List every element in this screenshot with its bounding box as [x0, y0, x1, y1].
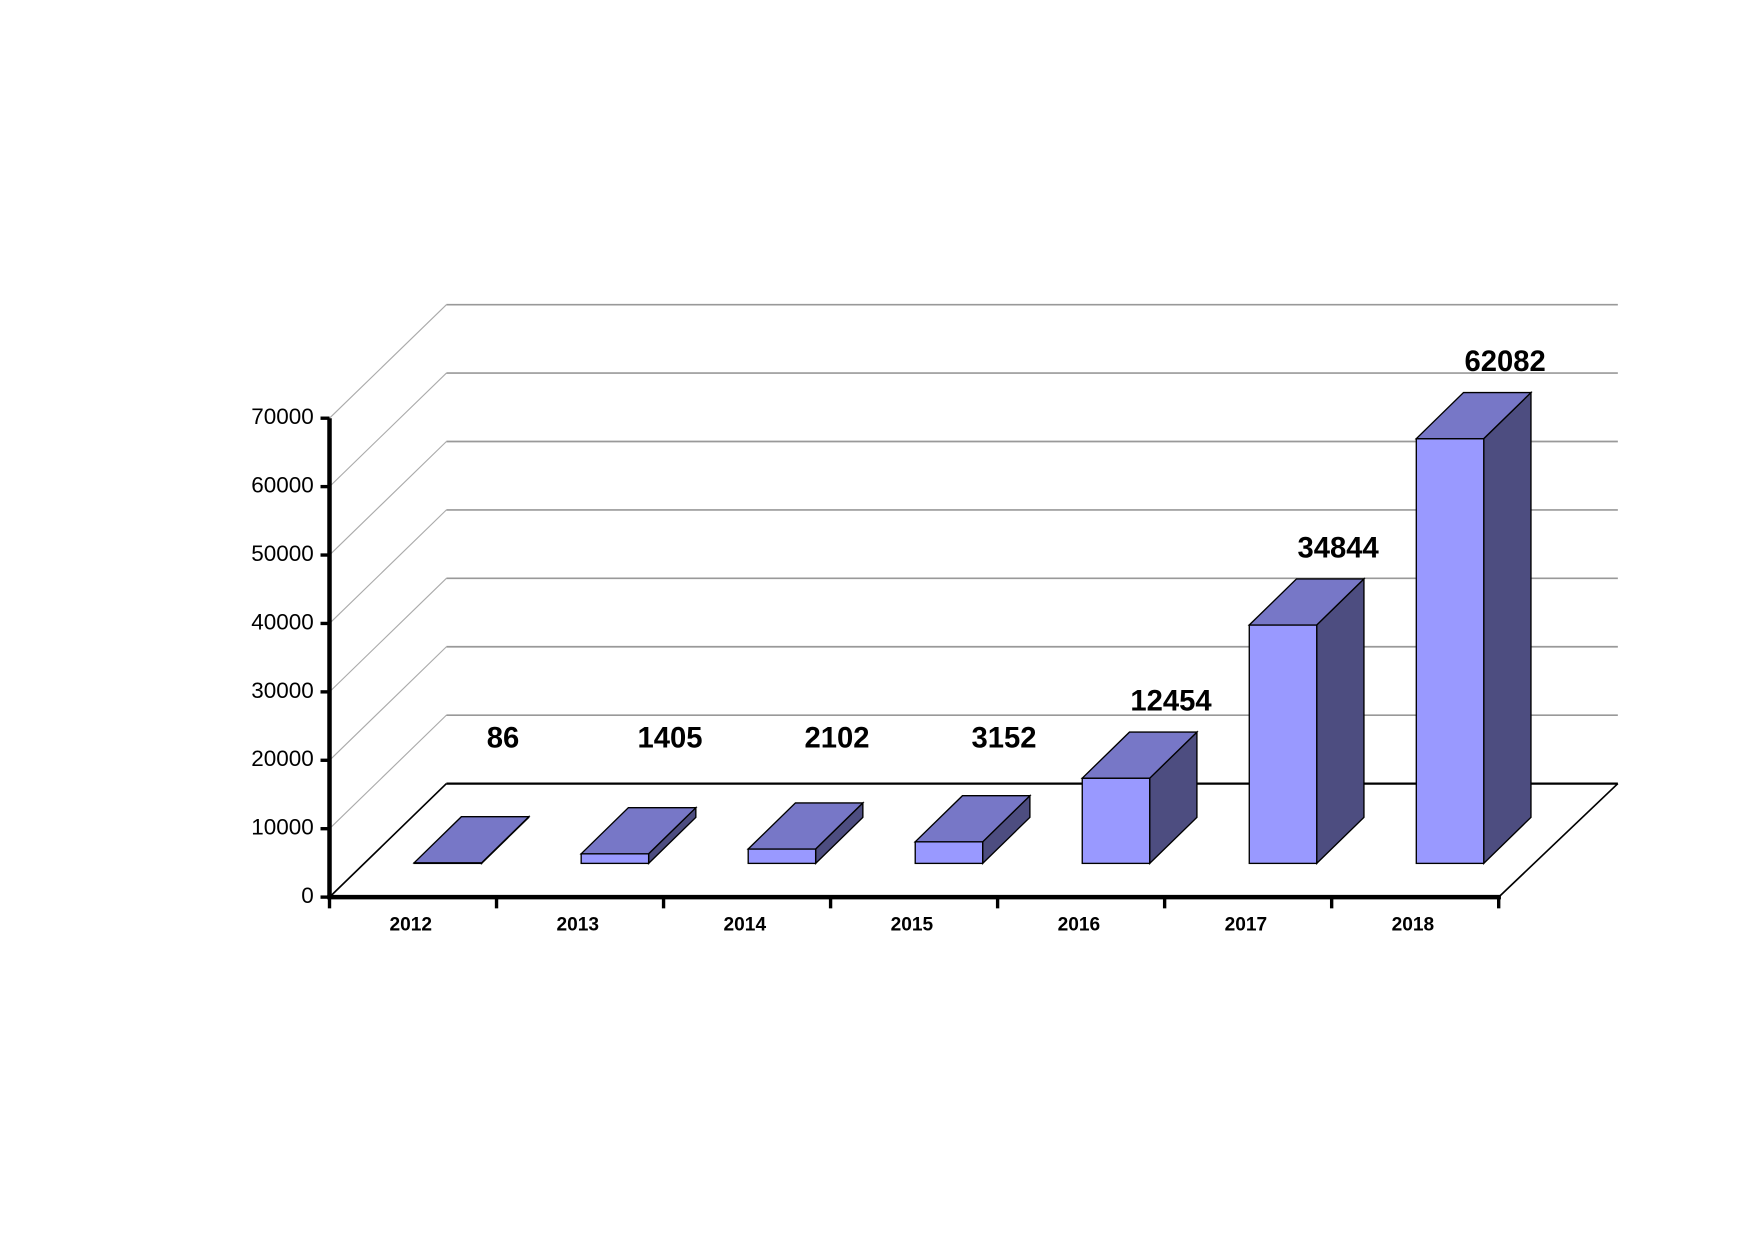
bar-group	[579, 806, 698, 865]
bar-side	[1316, 577, 1365, 865]
bar	[1415, 437, 1485, 865]
x-tick-label: 2013	[557, 914, 600, 935]
value-label: 62082	[1464, 346, 1545, 378]
bar-group	[913, 794, 1032, 865]
x-tick-label: 2014	[724, 914, 767, 935]
grid-line	[329, 714, 447, 830]
value-label: 2102	[805, 722, 870, 754]
y-tick-label: 60000	[251, 473, 313, 498]
y-tick-label: 10000	[251, 815, 313, 840]
bar	[580, 853, 650, 865]
floor-right-edge	[1498, 782, 1619, 898]
bar-top	[1414, 391, 1533, 440]
value-label: 3152	[972, 722, 1037, 754]
y-tick-label: 20000	[251, 746, 313, 771]
bar	[1081, 777, 1151, 865]
grid-line	[329, 509, 447, 624]
y-tick-label: 40000	[251, 609, 313, 634]
bar	[1248, 624, 1318, 865]
x-tick-label: 2017	[1225, 914, 1268, 935]
bar-top	[1080, 731, 1199, 779]
bar-group	[746, 801, 865, 865]
x-tick-label: 2018	[1392, 914, 1435, 935]
grid-line	[329, 441, 447, 556]
bar-top	[913, 795, 1032, 843]
floor-left-edge	[328, 782, 448, 898]
grid-line	[329, 372, 447, 488]
y-tick-label: 50000	[251, 541, 313, 566]
x-tick-label: 2012	[390, 914, 433, 935]
value-label: 34844	[1297, 532, 1379, 564]
value-label: 86	[487, 722, 520, 754]
value-label: 1405	[637, 722, 702, 754]
bar-top	[412, 816, 531, 864]
x-tick-label: 2015	[891, 914, 934, 935]
bar	[747, 848, 817, 865]
grid-line	[329, 304, 447, 419]
y-tick-label: 30000	[251, 678, 313, 703]
bar-top	[746, 802, 865, 850]
bar-group	[412, 815, 531, 865]
bar-top	[1247, 578, 1366, 626]
bar-group	[1414, 390, 1533, 865]
bar-top	[579, 807, 698, 855]
bar	[914, 841, 984, 865]
bar-group	[1080, 730, 1199, 865]
bar-side	[1483, 390, 1532, 865]
grid-line	[329, 577, 447, 693]
value-label: 12454	[1130, 686, 1212, 718]
x-tick-label: 2016	[1058, 914, 1101, 935]
y-tick-label: 0	[301, 883, 314, 908]
y-tick-label: 70000	[251, 404, 313, 429]
bar-group	[1247, 577, 1366, 865]
grid-line	[329, 646, 447, 761]
